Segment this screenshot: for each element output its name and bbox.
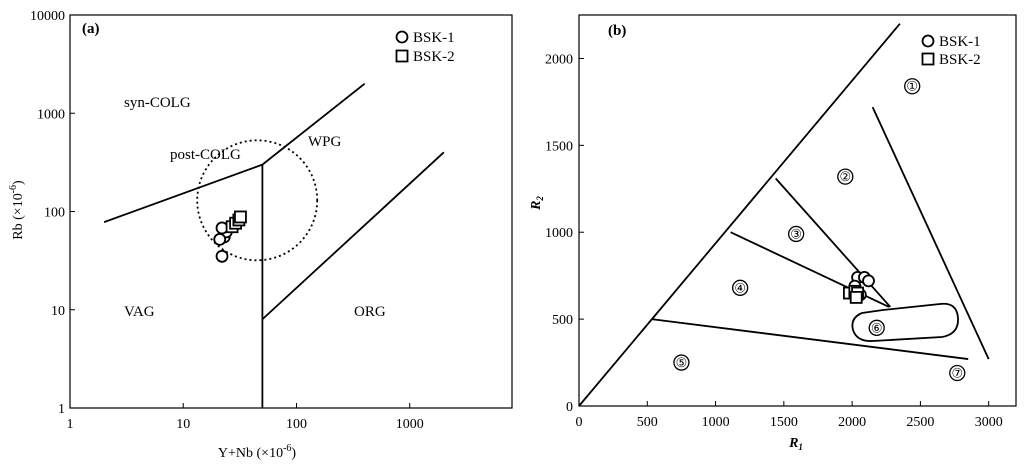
region-number-label: ① (906, 79, 918, 94)
region-number-label: ③ (790, 226, 802, 241)
panel-a-x-tick-label: 1000 (396, 417, 424, 432)
panel-a-boundary-line (103, 163, 263, 223)
panel-b-ticks: 0 500 1000 1500 2000 2500 3000 0 500 1000 1500 2000 (545, 52, 1003, 430)
region-number-ring (787, 225, 805, 243)
region-number-marker: ③ (787, 225, 805, 243)
panel-b-points (842, 271, 875, 304)
panel-b-boundaries (578, 23, 990, 407)
panel-a-annotation-circle (196, 139, 319, 262)
panel-b-x-axis-label: R1 (788, 436, 803, 452)
field-6-outline (851, 302, 959, 342)
panel-a-y-axis-label: Rb (×10-6) (8, 180, 26, 240)
legend-a-circle-marker (395, 30, 409, 44)
panel-b-y-tick-label: 1500 (545, 139, 573, 154)
legend-a-square-marker (395, 49, 409, 63)
panel-a-legend: BSK-1 BSK-2 (395, 30, 455, 65)
legend-b-square-marker (921, 52, 935, 66)
region-number-label: ⑥ (871, 320, 883, 335)
region-number-ring (837, 168, 854, 185)
panel-a-point-bsk1 (213, 233, 227, 246)
panel-b-y-tick-label: 500 (552, 313, 573, 328)
panel-a-frame (69, 14, 513, 409)
panel-b-boundary-line (651, 318, 969, 360)
legend-b-bsk2: BSK-2 (939, 52, 981, 68)
panel-b-point-bsk2 (849, 290, 863, 304)
region-number-marker: ① (904, 78, 921, 95)
panel-b-x-tick-label: 1500 (770, 415, 798, 430)
panel-a-y-tick-label: 10000 (30, 9, 65, 24)
legend-a-bsk2: BSK-2 (413, 49, 455, 65)
panel-b-point-bsk1 (862, 274, 875, 288)
region-number-marker: ⑤ (673, 354, 690, 371)
panel-b-boundary-line (578, 23, 901, 407)
panel-a-chart: 1 10 100 1000 1 10 100 1000 10000 (a) syn-COLG p… (8, 9, 513, 461)
panel-b-y-tick-label: 1000 (545, 226, 573, 241)
panel-a-ticks: 1 10 100 1000 1 10 100 1000 10000 (30, 9, 424, 432)
region-number-ring (868, 319, 885, 336)
panel-a-x-axis-label: Y+Nb (×10-6) (218, 443, 297, 461)
panel-b-boundary-line (774, 177, 892, 308)
legend-b-circle-marker (921, 34, 935, 48)
panel-a-points (213, 210, 247, 263)
region-number-label: ⑤ (676, 355, 688, 370)
panel-b-x-tick-label: 1000 (702, 415, 730, 430)
panel-a-y-tick-label: 1000 (37, 107, 65, 122)
panel-b-label: (b) (608, 23, 626, 39)
panel-b-x-tick-label: 500 (637, 415, 658, 430)
panel-b-frame (578, 14, 1017, 407)
panel-a-y-tick-label: 100 (44, 206, 65, 221)
panel-b-y-tick-label: 2000 (545, 52, 573, 67)
region-post-colg: post-COLG (170, 147, 241, 163)
panel-b-x-tick-label: 0 (576, 415, 583, 430)
panel-b-x-tick-label: 2500 (906, 415, 934, 430)
legend-b-bsk1: BSK-1 (939, 34, 981, 50)
panel-a-boundary-line (261, 82, 366, 166)
panel-a-point-bsk1 (215, 249, 229, 263)
region-number-ring (904, 78, 921, 95)
region-number-marker: ② (837, 168, 854, 185)
region-number-ring (949, 364, 966, 382)
region-number-ring (731, 279, 749, 296)
panel-a-x-tick-label: 1 (67, 417, 74, 432)
region-syn-colg: syn-COLG (124, 95, 191, 111)
panel-a-point-bsk2 (234, 210, 247, 224)
region-vag: VAG (124, 304, 155, 320)
panel-b-chart: 0 500 1000 1500 2000 2500 3000 0 500 1000 1500 2000… (529, 14, 1017, 452)
region-number-label: ⑦ (951, 365, 963, 380)
panel-a-y-tick-label: 10 (51, 304, 65, 319)
panel-a-x-tick-label: 100 (286, 417, 307, 432)
region-number-ring (673, 354, 690, 371)
panel-a-boundaries (103, 82, 445, 408)
panel-a-boundary-line (261, 151, 445, 320)
region-org: ORG (354, 304, 386, 320)
region-number-marker: ⑦ (949, 364, 966, 382)
panel-b-y-axis-label: R2 (529, 196, 545, 211)
region-number-marker: ④ (731, 279, 749, 296)
panel-a-label: (a) (82, 21, 100, 37)
panel-b-region-numbers: ① ② ③ ④ ⑤ ⑥ ⑦ (673, 78, 966, 382)
region-wpg: WPG (308, 134, 342, 150)
legend-a-bsk1: BSK-1 (413, 30, 455, 46)
region-number-marker: ⑥ (868, 319, 885, 336)
region-number-label: ② (839, 169, 851, 184)
panel-b-x-tick-label: 3000 (975, 415, 1003, 430)
panel-b-legend: BSK-1 BSK-2 (921, 34, 981, 68)
panel-b-y-tick-label: 0 (566, 400, 573, 415)
panel-a-x-tick-label: 10 (176, 417, 190, 432)
region-number-label: ④ (734, 280, 746, 295)
panel-a-y-tick-label: 1 (58, 402, 65, 417)
panel-b-boundary-line (871, 106, 990, 360)
panel-b-x-tick-label: 2000 (838, 415, 866, 430)
